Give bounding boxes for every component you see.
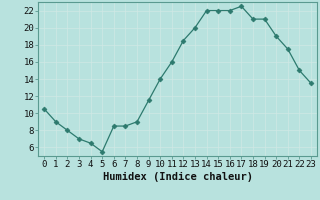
X-axis label: Humidex (Indice chaleur): Humidex (Indice chaleur) (103, 172, 252, 182)
